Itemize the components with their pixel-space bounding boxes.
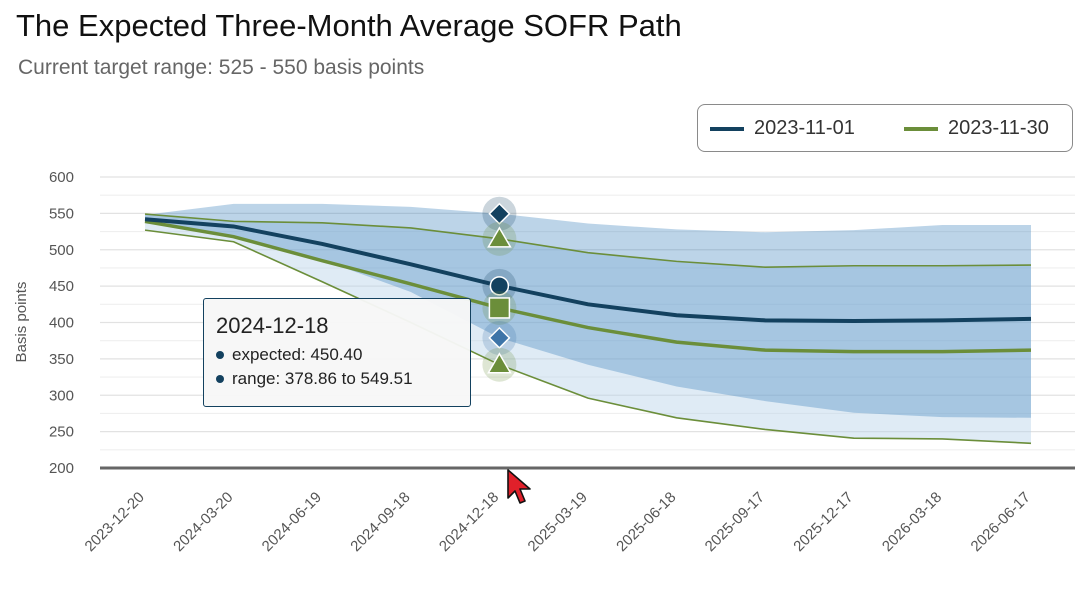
range-band-2023-11-01 xyxy=(145,203,1031,418)
legend-item-2023-11-01[interactable]: 2023-11-01 xyxy=(710,117,855,140)
hover-markers xyxy=(482,196,517,382)
y-tick-label: 550 xyxy=(49,205,74,222)
y-tick-label: 600 xyxy=(49,169,74,186)
y-tick-label: 200 xyxy=(49,460,74,477)
x-tick-label: 2024-03-20 xyxy=(170,489,236,555)
legend-label: 2023-11-30 xyxy=(948,117,1049,139)
expected-line-2023-11-30[interactable] xyxy=(144,219,1032,354)
expected-marker-2023-11-30 xyxy=(488,297,511,319)
x-tick-label: 2026-03-18 xyxy=(879,489,945,555)
tooltip-date: 2024-12-18 xyxy=(216,313,329,338)
tooltip-range-row: range: 378.86 to 549.51 xyxy=(216,369,458,389)
x-tick-label: 2025-06-18 xyxy=(613,489,679,555)
chart-subtitle: Current target range: 525 - 550 basis po… xyxy=(18,56,425,79)
y-tick-label: 400 xyxy=(49,315,74,332)
bullet-icon xyxy=(216,351,224,359)
x-axis: 2023-12-20 2024-03-20 2024-06-19 2024-09-18… xyxy=(82,466,1075,555)
bullet-icon xyxy=(216,375,224,383)
tooltip: 2024-12-18 expected: 450.40 range: 378.8… xyxy=(203,298,471,407)
y-tick-label: 450 xyxy=(49,278,74,295)
y-tick-label: 300 xyxy=(49,387,74,404)
expected-line-2023-11-01[interactable] xyxy=(144,217,1032,324)
x-tick-label: 2023-12-20 xyxy=(82,489,148,555)
range-low-line xyxy=(144,229,1032,445)
legend: 2023-11-01 2023-11-30 xyxy=(697,104,1073,152)
tooltip-expected: expected: 450.40 xyxy=(232,345,363,364)
x-tick-label: 2024-09-18 xyxy=(347,489,413,555)
y-axis-ticks: 200 250 300 350 400 450 500 550 600 xyxy=(49,169,74,477)
x-tick-label: 2025-09-17 xyxy=(702,489,768,555)
y-tick-label: 500 xyxy=(49,242,74,259)
range-low-marker-2023-11-30 xyxy=(487,352,512,374)
range-high-marker-2023-11-01 xyxy=(488,202,511,225)
y-axis-label: Basis points xyxy=(13,282,30,363)
tooltip-expected-row: expected: 450.40 xyxy=(216,345,458,365)
x-tick-label: 2024-06-19 xyxy=(259,489,325,555)
range-high-line xyxy=(144,213,1032,269)
y-tick-label: 350 xyxy=(49,351,74,368)
legend-swatch-icon xyxy=(904,126,938,131)
expected-marker-2023-11-01 xyxy=(489,276,510,296)
legend-item-2023-11-30[interactable]: 2023-11-30 xyxy=(904,117,1049,140)
legend-label: 2023-11-01 xyxy=(754,117,855,139)
x-tick-label: 2025-03-19 xyxy=(525,489,591,555)
x-tick-label: 2026-06-17 xyxy=(968,489,1034,555)
range-high-marker-2023-11-30 xyxy=(487,226,512,248)
series-lines[interactable] xyxy=(144,213,1032,445)
range-low-marker-2023-11-01 xyxy=(488,326,511,349)
x-tick-label: 2024-12-18 xyxy=(436,489,502,555)
mouse-cursor-icon xyxy=(507,469,531,504)
tooltip-range: range: 378.86 to 549.51 xyxy=(232,369,413,388)
y-tick-label: 250 xyxy=(49,424,74,441)
legend-swatch-icon xyxy=(710,126,744,131)
x-tick-label: 2025-12-17 xyxy=(790,489,856,555)
chart-title: The Expected Three-Month Average SOFR Pa… xyxy=(16,8,682,43)
